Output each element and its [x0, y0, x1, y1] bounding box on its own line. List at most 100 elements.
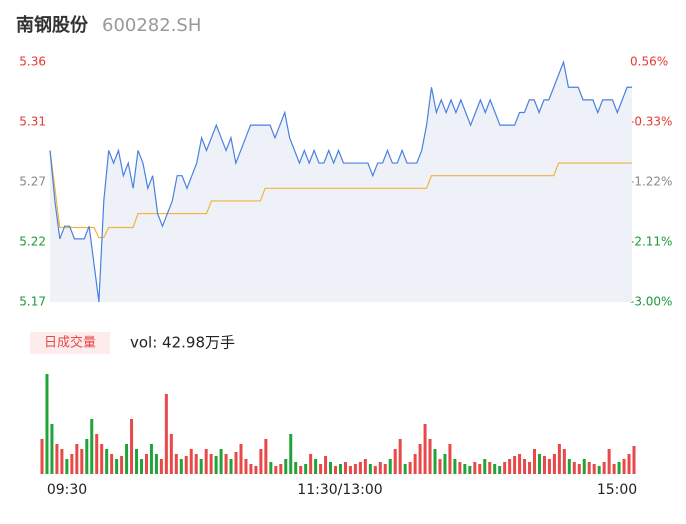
volume-bar	[562, 449, 566, 474]
volume-bar	[597, 466, 601, 474]
volume-bar	[587, 462, 591, 474]
volume-bar	[602, 462, 606, 474]
volume-bar	[125, 444, 129, 474]
volume-bar	[582, 459, 586, 474]
volume-bar	[234, 452, 238, 474]
volume-bar	[403, 464, 407, 474]
volume-bar	[60, 449, 64, 474]
volume-bar	[388, 459, 392, 474]
volume-bar	[199, 459, 203, 474]
volume-bar	[100, 444, 104, 474]
x-tick-label: 15:00	[597, 482, 637, 498]
volume-bar	[348, 466, 352, 474]
volume-bar	[413, 454, 417, 474]
volume-bar	[493, 464, 497, 474]
volume-bar	[448, 444, 452, 474]
volume-bar	[353, 464, 357, 474]
volume-bar	[398, 439, 402, 474]
volume-summary: vol: 42.98万手	[130, 334, 235, 352]
x-tick-label: 11:30/13:00	[297, 482, 382, 498]
volume-bar	[488, 462, 492, 474]
volume-bar	[139, 459, 143, 474]
volume-bar	[164, 394, 168, 474]
volume-bar	[458, 462, 462, 474]
volume-bar	[338, 464, 342, 474]
volume-bar	[363, 459, 367, 474]
y-tick-label: 5.31	[19, 115, 46, 129]
volume-bar	[174, 454, 178, 474]
volume-bar	[324, 456, 328, 474]
volume-bar	[70, 454, 74, 474]
volume-bar	[304, 464, 308, 474]
volume-bar	[259, 449, 263, 474]
volume-bar	[537, 454, 541, 474]
volume-bar	[478, 464, 482, 474]
volume-bar	[547, 459, 551, 474]
volume-bar	[309, 454, 313, 474]
y-tick-label: 5.27	[19, 175, 46, 189]
volume-bar	[378, 462, 382, 474]
volume-bar	[159, 459, 163, 474]
volume-bar	[453, 459, 457, 474]
volume-bar	[40, 439, 44, 474]
volume-bar	[523, 459, 527, 474]
y-tick-label: 5.36	[19, 55, 46, 69]
volume-bar	[219, 449, 223, 474]
volume-bar	[368, 464, 372, 474]
volume-bar	[373, 466, 377, 474]
y2-tick-label: -2.11%	[630, 235, 672, 249]
volume-bar	[284, 459, 288, 474]
volume-bar	[50, 424, 54, 474]
volume-bar	[393, 449, 397, 474]
volume-bar	[289, 434, 293, 474]
volume-bar	[189, 449, 193, 474]
volume-bar	[383, 464, 387, 474]
volume-bar	[483, 459, 487, 474]
volume-bar	[428, 439, 432, 474]
y2-tick-label: -3.00%	[630, 295, 672, 309]
volume-bar	[194, 454, 198, 474]
x-tick-label: 09:30	[47, 482, 87, 498]
volume-bar	[622, 459, 626, 474]
volume-bar	[95, 434, 99, 474]
volume-bar	[533, 449, 537, 474]
y-tick-label: 5.22	[19, 235, 46, 249]
volume-bar	[239, 444, 243, 474]
volume-bar	[179, 459, 183, 474]
volume-bar	[65, 459, 69, 474]
volume-legend-box	[30, 332, 110, 354]
volume-bar	[358, 462, 362, 474]
volume-bar	[567, 459, 571, 474]
volume-bar	[184, 456, 188, 474]
volume-bar	[249, 464, 253, 474]
volume-bar	[433, 449, 437, 474]
volume-bar	[105, 449, 109, 474]
volume-bar	[443, 454, 447, 474]
volume-bar	[528, 462, 532, 474]
volume-bar	[518, 454, 522, 474]
volume-bar	[557, 444, 561, 474]
volume-bar	[229, 459, 233, 474]
volume-bar	[269, 462, 273, 474]
volume-bar	[244, 459, 248, 474]
volume-bar	[438, 459, 442, 474]
volume-bar	[204, 449, 208, 474]
volume-bar	[110, 454, 114, 474]
volume-bar	[299, 466, 303, 474]
volume-bar	[144, 454, 148, 474]
price-area	[50, 62, 632, 302]
volume-bar	[408, 462, 412, 474]
volume-bar	[135, 449, 139, 474]
volume-bar	[254, 466, 258, 474]
volume-bar	[314, 459, 318, 474]
volume-bar	[130, 419, 134, 474]
volume-bar	[542, 456, 546, 474]
y-tick-label: 5.17	[19, 295, 46, 309]
volume-bar	[418, 444, 422, 474]
volume-bar	[334, 466, 338, 474]
stock-name: 南钢股份	[16, 14, 89, 36]
volume-bar	[294, 462, 298, 474]
volume-bar	[274, 466, 278, 474]
volume-bar	[612, 464, 616, 474]
volume-bar	[120, 456, 124, 474]
